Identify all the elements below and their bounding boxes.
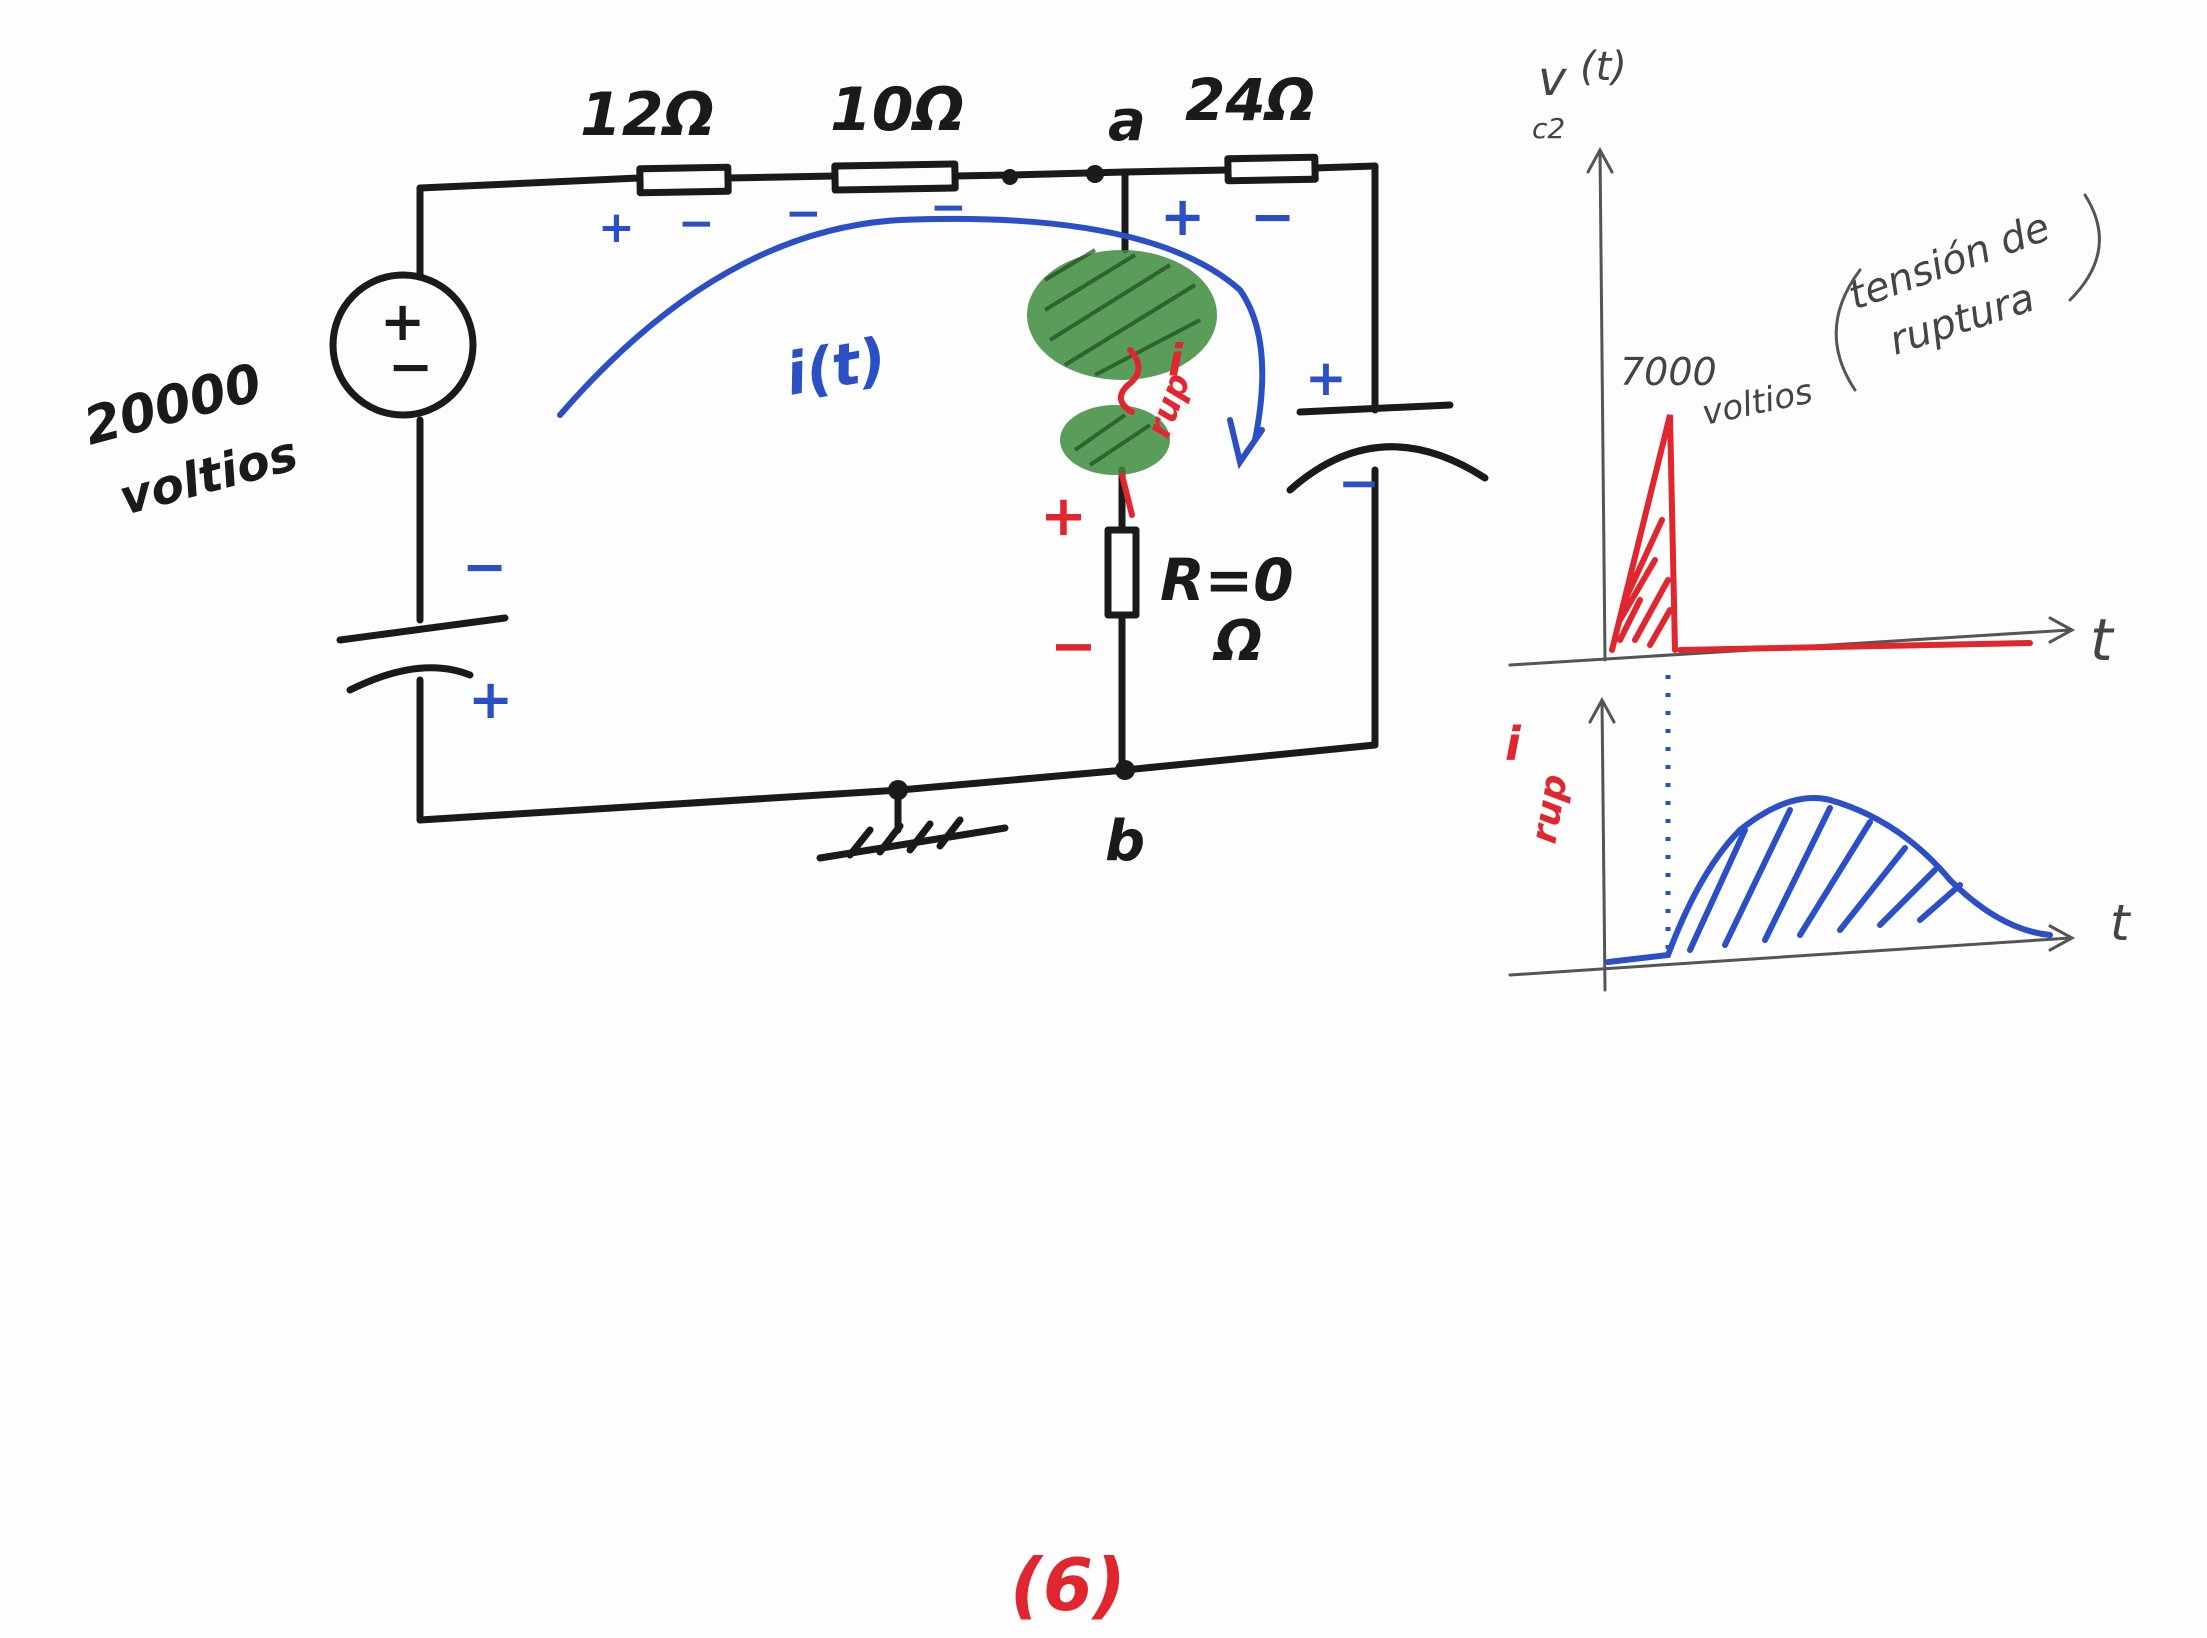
current-curve-hatch	[1687, 805, 1963, 953]
polarity-10-plus: −	[785, 188, 822, 239]
source-minus-sign: −	[388, 335, 433, 398]
label-resistor-10: 10Ω	[830, 75, 965, 145]
voltage-pulse	[1609, 414, 2033, 653]
voltage-x-label: t	[2090, 606, 2115, 674]
junction-dot-b	[1115, 760, 1135, 780]
right-wire	[1121, 162, 1379, 774]
spark-gap	[1027, 248, 1217, 475]
current-graph	[1508, 675, 2076, 992]
label-resistor-24: 24Ω	[1185, 66, 1315, 134]
current-x-label: t	[2110, 894, 2132, 952]
polarity-10-minus: −	[930, 182, 967, 233]
polarity-cap-left-minus: −	[462, 535, 507, 598]
ground-symbol	[816, 786, 1009, 862]
polarity-12-minus: −	[678, 198, 715, 249]
voltage-pulse-hatch	[1617, 517, 1673, 648]
voltage-y-label: v	[1538, 51, 1567, 107]
rupture-current-arrow	[1118, 347, 1142, 518]
label-node-a: a	[1108, 89, 1146, 154]
polarity-12-plus: +	[598, 202, 635, 253]
polarity-r-minus: −	[1050, 614, 1097, 679]
polarity-r-plus: +	[1040, 484, 1087, 549]
current-y-axis	[1588, 696, 1616, 992]
peak-voltage-value: 7000	[1620, 350, 1717, 394]
resistor-10-body	[831, 160, 959, 194]
resistor-r-body	[1104, 526, 1140, 619]
polarity-cap-right-minus: −	[1338, 454, 1380, 512]
label-resistor-r-unit: Ω	[1212, 609, 1263, 674]
bottom-wire	[416, 766, 1129, 824]
current-arc	[557, 215, 1266, 470]
voltage-y-label-sub: c2	[1532, 112, 1565, 145]
current-y-label: i	[1505, 717, 1522, 771]
current-x-axis	[1508, 924, 2076, 977]
label-rupture-current-sub: rup	[1139, 368, 1199, 443]
label-rupture-current: i	[1168, 335, 1184, 386]
rupture-note-paren-right	[2068, 193, 2101, 302]
spark-gap-upper	[1027, 250, 1217, 380]
current-curve	[1605, 795, 2053, 965]
resistor-24-body	[1224, 153, 1319, 185]
junction-dot-a	[1086, 165, 1104, 183]
current-arc-path	[557, 215, 1266, 443]
polarity-24-plus: +	[1160, 185, 1205, 248]
current-y-label-sub: rup	[1523, 771, 1575, 846]
current-arrow-head	[1227, 417, 1265, 470]
label-resistor-12: 12Ω	[580, 80, 715, 150]
voltage-y-label-arg: (t)	[1580, 44, 1627, 90]
page-number: (6)	[1010, 1543, 1126, 1627]
voltage-source	[329, 271, 477, 419]
spark-gap-lower	[1060, 405, 1170, 475]
circuit	[329, 153, 1489, 862]
polarity-cap-left-plus: +	[468, 668, 513, 731]
label-current: i(t)	[781, 324, 892, 408]
junction-dot-1	[1002, 169, 1018, 185]
left-capacitor	[336, 614, 509, 694]
label-resistor-r: R=0	[1160, 546, 1294, 614]
polarity-cap-right-plus: +	[1305, 349, 1347, 407]
rupture-note-paren-left	[1834, 268, 1862, 392]
polarity-24-minus: −	[1250, 185, 1295, 248]
label-node-b: b	[1105, 809, 1145, 874]
voltage-y-axis	[1586, 146, 1614, 662]
resistor-12-body	[636, 163, 732, 197]
top-wire	[416, 162, 1379, 192]
voltage-graph	[1508, 146, 2076, 667]
right-capacitor	[1286, 401, 1489, 494]
source-plus-sign: +	[380, 290, 425, 353]
